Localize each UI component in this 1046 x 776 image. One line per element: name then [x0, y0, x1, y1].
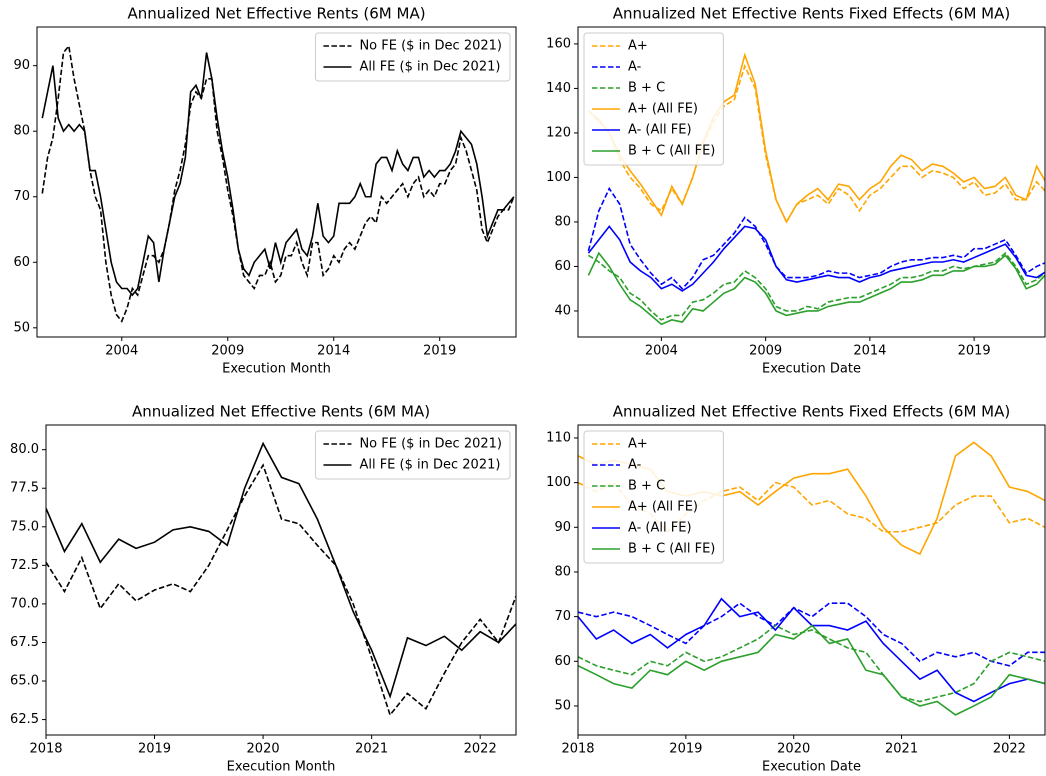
- y-tick-label: 100: [546, 475, 571, 490]
- legend-label: A+ (All FE): [628, 102, 698, 117]
- series-line: [587, 225, 1045, 292]
- x-tick-label: 2020: [777, 742, 810, 757]
- legend-frame: [583, 32, 724, 166]
- series-line: [46, 441, 516, 699]
- y-tick-label: 80: [554, 214, 571, 229]
- y-tick-label: 70: [13, 189, 30, 204]
- legend-label: A+: [628, 39, 648, 54]
- legend-label: All FE ($ in Dec 2021): [359, 60, 500, 75]
- y-tick-label: 90: [13, 58, 30, 73]
- y-tick-label: 40: [554, 303, 571, 318]
- y-tick-label: 62.5: [10, 712, 39, 727]
- x-tick-label: 2014: [317, 344, 350, 359]
- x-axis-label: Execution Month: [227, 760, 336, 775]
- y-tick-label: 110: [546, 430, 571, 445]
- chart-title: Annualized Net Effective Rents (6M MA): [127, 5, 425, 23]
- series-line: [587, 251, 1045, 321]
- legend: No FE ($ in Dec 2021) All FE ($ in Dec 20…: [314, 430, 511, 480]
- y-tick-label: 90: [554, 520, 571, 535]
- x-axis-label: Execution Date: [762, 760, 861, 775]
- legend-label: B + C (All FE): [628, 144, 715, 159]
- series-line: [587, 63, 1045, 224]
- y-tick-label: 80: [13, 124, 30, 139]
- legend: A+ A- B + C A+ (All FE) A- (All FE) B + C (Al…: [583, 32, 724, 166]
- legend-label: A-: [628, 60, 642, 75]
- x-axis-label: Execution Date: [762, 362, 861, 377]
- legend-frame: [314, 32, 511, 82]
- y-tick-label: 160: [546, 36, 571, 51]
- x-tick-label: 2018: [561, 742, 594, 757]
- legend-label: A- (All FE): [628, 123, 692, 138]
- legend: A+ A- B + C A+ (All FE) A- (All FE) B + C (Al…: [583, 430, 724, 564]
- x-tick-label: 2021: [355, 742, 388, 757]
- axes-frame: [36, 26, 517, 338]
- series-line: [578, 624, 1045, 716]
- y-tick-label: 75.0: [10, 519, 39, 534]
- series-line: [41, 44, 515, 323]
- x-tick-label: 2019: [423, 344, 456, 359]
- legend-label: A-: [628, 458, 642, 473]
- series-line: [578, 597, 1045, 703]
- y-tick-label: 120: [546, 125, 571, 140]
- x-tick-label: 2019: [669, 742, 702, 757]
- legend-frame: [314, 430, 511, 480]
- legend-label: B + C: [628, 479, 665, 494]
- x-tick-label: 2022: [993, 742, 1026, 757]
- axes-frame: [577, 424, 1046, 736]
- plot-lines: [46, 441, 516, 717]
- series-line: [578, 602, 1045, 667]
- x-tick-label: 2018: [29, 742, 62, 757]
- legend: No FE ($ in Dec 2021) All FE ($ in Dec 20…: [314, 32, 511, 82]
- x-tick-label: 2020: [247, 742, 280, 757]
- plot-lines: [587, 52, 1045, 326]
- series-line: [587, 251, 1045, 326]
- y-tick-label: 100: [546, 170, 571, 185]
- chart-title: Annualized Net Effective Rents (6M MA): [132, 403, 430, 421]
- x-tick-label: 2009: [749, 344, 782, 359]
- x-tick-label: 2019: [138, 742, 171, 757]
- chart-title: Annualized Net Effective Rents Fixed Eff…: [613, 403, 1011, 421]
- series-line: [41, 52, 515, 297]
- legend-label: No FE ($ in Dec 2021): [359, 437, 502, 452]
- y-tick-label: 80.0: [10, 442, 39, 457]
- y-tick-label: 140: [546, 81, 571, 96]
- series-line: [587, 186, 1045, 290]
- y-tick-label: 80: [554, 564, 571, 579]
- legend-label: A+: [628, 437, 648, 452]
- x-axis-label: Execution Month: [222, 362, 331, 377]
- legend-label: A- (All FE): [628, 521, 692, 536]
- series-line: [578, 624, 1045, 703]
- y-tick-label: 60: [554, 259, 571, 274]
- legend-frame: [583, 430, 724, 564]
- y-tick-label: 50: [554, 698, 571, 713]
- x-tick-label: 2009: [211, 344, 244, 359]
- y-tick-label: 77.5: [10, 481, 39, 496]
- chart-title: Annualized Net Effective Rents Fixed Eff…: [613, 5, 1011, 23]
- x-tick-label: 2019: [958, 344, 991, 359]
- y-tick-label: 60: [554, 654, 571, 669]
- y-tick-label: 72.5: [10, 558, 39, 573]
- x-tick-label: 2014: [853, 344, 886, 359]
- x-tick-label: 2004: [105, 344, 138, 359]
- plot-lines: [41, 44, 515, 323]
- legend-label: All FE ($ in Dec 2021): [359, 458, 500, 473]
- y-tick-label: 60: [13, 255, 30, 270]
- series-line: [587, 52, 1045, 224]
- y-tick-label: 70.0: [10, 596, 39, 611]
- legend-label: B + C: [628, 81, 665, 96]
- x-tick-label: 2022: [464, 742, 497, 757]
- y-tick-label: 67.5: [10, 635, 39, 650]
- y-tick-label: 70: [554, 609, 571, 624]
- legend-label: No FE ($ in Dec 2021): [359, 39, 502, 54]
- axes-frame: [577, 26, 1046, 338]
- x-tick-label: 2004: [645, 344, 678, 359]
- legend-label: A+ (All FE): [628, 500, 698, 515]
- y-tick-label: 65.0: [10, 674, 39, 689]
- legend-label: B + C (All FE): [628, 542, 715, 557]
- axes-frame: [45, 424, 517, 736]
- series-line: [46, 463, 516, 717]
- y-tick-label: 50: [13, 320, 30, 335]
- x-tick-label: 2021: [885, 742, 918, 757]
